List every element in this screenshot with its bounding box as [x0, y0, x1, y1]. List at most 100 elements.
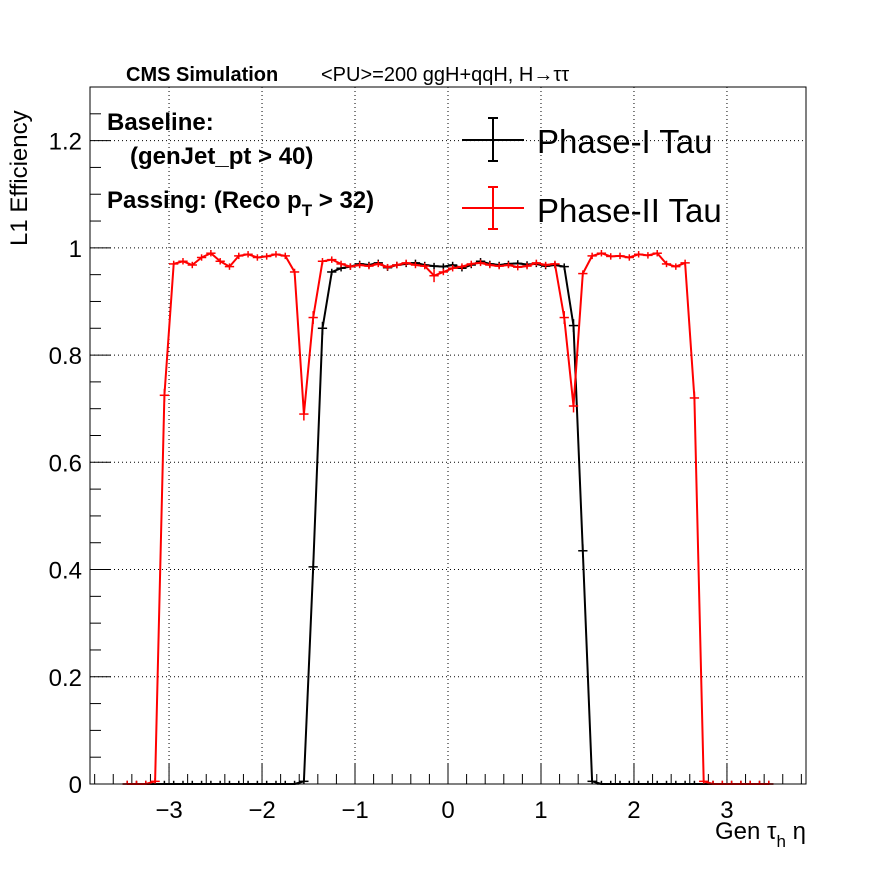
series-line-2	[127, 252, 769, 785]
x-tick-label: −2	[248, 797, 275, 824]
data-point	[503, 261, 514, 269]
data-point	[671, 263, 681, 270]
data-point	[587, 778, 597, 784]
data-point	[178, 258, 188, 265]
data-point	[280, 252, 290, 260]
series-2	[122, 249, 774, 785]
data-point	[262, 253, 272, 260]
legend-label-phase1: Phase-I Tau	[537, 123, 713, 160]
data-point	[550, 260, 560, 268]
y-tick-label: 1	[69, 236, 82, 263]
passing-suffix: > 32)	[312, 187, 374, 214]
data-point	[643, 252, 653, 259]
data-point	[271, 251, 281, 258]
x-axis-title-suffix: η	[786, 818, 806, 845]
data-point	[429, 262, 439, 270]
data-point	[540, 261, 551, 269]
data-point	[559, 311, 569, 324]
data-point	[522, 262, 532, 270]
data-point	[327, 268, 337, 276]
data-point	[624, 254, 634, 261]
x-tick-label: 0	[441, 797, 454, 824]
data-point	[568, 399, 579, 413]
data-point	[224, 263, 235, 270]
plot-frame	[89, 86, 807, 785]
y-axis-title: L1 Efficiency	[6, 110, 33, 246]
data-point	[308, 311, 318, 324]
data-point	[578, 270, 588, 277]
passing-label: Passing: (Reco pT > 32)	[107, 187, 374, 220]
x-axis-title: Gen τh η	[715, 818, 806, 851]
y-tick-label: 0.4	[49, 558, 82, 585]
cms-label: CMS Simulation	[126, 64, 278, 86]
x-tick-label: −1	[341, 797, 368, 824]
data-point	[652, 249, 662, 257]
data-point	[448, 265, 458, 272]
data-point	[206, 249, 216, 257]
y-tick-label: 0.8	[49, 343, 82, 370]
data-point	[587, 252, 597, 260]
y-tick-label: 0.2	[49, 665, 82, 692]
x-tick-label: 3	[720, 797, 733, 824]
x-tick-label: −3	[155, 797, 182, 824]
y-tick-label: 0	[69, 772, 82, 799]
data-point	[196, 254, 207, 261]
x-tick-label: 1	[534, 797, 547, 824]
data-point	[568, 319, 579, 333]
legend-marker-phase1	[462, 117, 524, 162]
data-point	[243, 251, 253, 258]
legend: Phase-I Tau Phase-II Tau	[462, 117, 722, 230]
data-point	[531, 259, 541, 267]
data-point	[308, 560, 318, 574]
data-point	[615, 252, 625, 260]
data-point	[578, 544, 588, 558]
data-point	[633, 251, 644, 258]
data-point	[410, 261, 421, 269]
data-point	[299, 407, 309, 421]
data-point	[234, 252, 244, 260]
data-point	[513, 263, 523, 271]
data-point	[150, 778, 160, 784]
x-axis-title-main: Gen τ	[715, 818, 777, 845]
axis-ticks	[90, 113, 802, 785]
data-point	[299, 778, 309, 784]
data-point	[429, 269, 439, 283]
grid-lines	[90, 87, 806, 784]
data-point	[457, 263, 467, 270]
data-point	[689, 391, 700, 405]
tick-labels: −3 −2 −1 0 1 2 3 0 0.2 0.4 0.6 0.8 1 1.2	[49, 129, 734, 824]
data-point	[494, 262, 504, 270]
data-point	[169, 260, 179, 268]
data-point	[373, 260, 383, 268]
data-point	[252, 254, 263, 261]
data-point	[327, 256, 337, 263]
baseline-label: Baseline:	[107, 109, 214, 136]
passing-sub: T	[302, 201, 313, 220]
x-tick-label: 2	[627, 797, 640, 824]
data-point	[485, 261, 495, 269]
y-tick-label: 0.6	[49, 450, 82, 477]
data-point	[392, 261, 402, 269]
data-point	[317, 258, 328, 265]
legend-label-phase2: Phase-II Tau	[537, 192, 722, 229]
data-point	[159, 388, 170, 402]
legend-marker-phase2	[462, 186, 524, 230]
data-point	[466, 260, 476, 268]
data-point	[401, 259, 411, 267]
data-point	[382, 263, 393, 271]
data-point	[606, 253, 616, 260]
data-point	[345, 263, 356, 270]
data-point	[336, 260, 346, 268]
data-point	[289, 268, 300, 276]
passing-prefix: Passing: (Reco p	[107, 187, 302, 214]
baseline-cut: (genJet_pt > 40)	[130, 143, 313, 170]
conditions-label: <PU>=200 ggH+qqH, H→ττ	[321, 64, 569, 86]
data-point	[355, 261, 365, 269]
data-point	[661, 260, 672, 268]
data-point	[317, 321, 328, 335]
y-tick-label: 1.2	[49, 129, 82, 156]
data-point	[559, 263, 569, 270]
data-point	[438, 268, 448, 276]
x-axis-title-sub: h	[777, 832, 786, 851]
